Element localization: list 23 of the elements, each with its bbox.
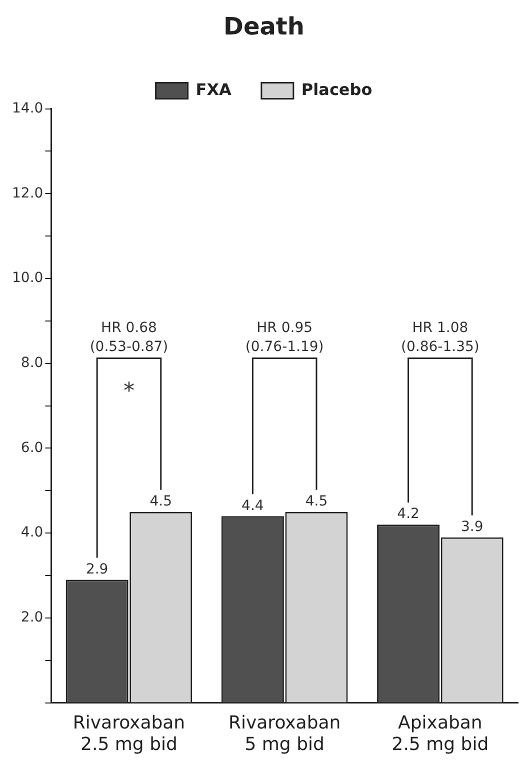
y-tick-label: 12.0 [12, 185, 44, 202]
annotation: * [123, 379, 134, 404]
annotation: HR 0.95 (0.76-1.19) [245, 320, 324, 355]
legend-label: FXA [196, 80, 232, 99]
data-label: 2.9 [86, 561, 108, 578]
legend-label: Placebo [301, 80, 372, 99]
data-label: 4.5 [305, 494, 328, 510]
annotation: HR 0.68 (0.53-0.87) [90, 320, 168, 355]
x-tick-label: Rivaroxaban 5 mg bid [228, 712, 341, 755]
y-tick-label: 2.0 [20, 610, 44, 626]
y-tick-label: 8.0 [20, 355, 44, 372]
y-tick-label: 6.0 [20, 440, 44, 456]
x-tick-label: Rivaroxaban 2.5 mg bid [72, 712, 186, 755]
data-label: 3.9 [460, 518, 484, 535]
x-tick-label: Apixaban 2.5 mg bid [392, 712, 489, 755]
y-tick-label: 4.0 [20, 524, 44, 541]
y-tick-label: 14.0 [12, 100, 44, 116]
data-label: 4.4 [242, 498, 264, 514]
y-tick-label: 10.0 [12, 270, 44, 286]
chart-title: Death [224, 12, 304, 41]
data-label: 4.2 [397, 506, 420, 522]
annotation: HR 1.08 (0.86-1.35) [401, 320, 480, 355]
data-label: 4.5 [150, 494, 172, 510]
